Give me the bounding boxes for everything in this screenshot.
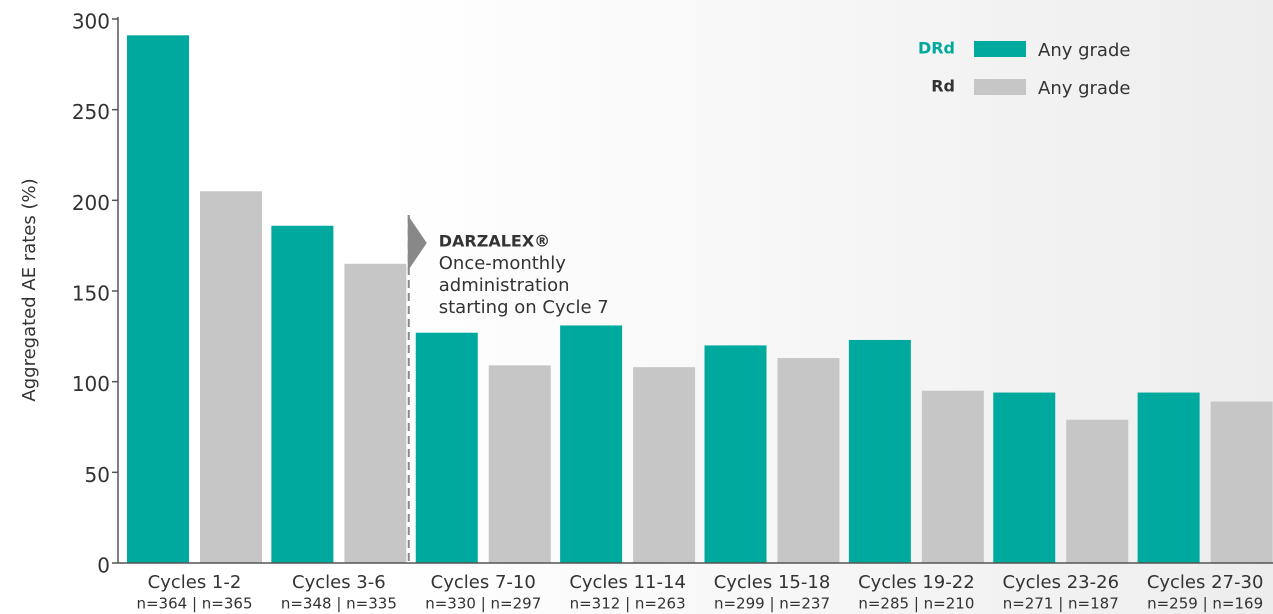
annotation-title: DARZALEX®: [439, 232, 550, 251]
x-tick-sublabel: n=271 | n=187: [1003, 595, 1119, 613]
annotation-text: Once-monthly: [439, 253, 566, 274]
y-tick-label: 0: [97, 554, 110, 578]
bar: [633, 367, 696, 563]
x-tick-label: Cycles 7-10: [431, 572, 536, 593]
legend-name: Rd: [931, 77, 955, 96]
legend-label: Any grade: [1038, 78, 1130, 99]
legend-swatch: [974, 41, 1026, 57]
bar: [921, 390, 984, 563]
x-tick-sublabel: n=299 | n=237: [714, 595, 830, 613]
x-tick-label: Cycles 1-2: [148, 572, 242, 593]
bar: [848, 339, 911, 563]
bar: [127, 35, 189, 563]
bar: [1066, 419, 1129, 563]
x-tick-sublabel: n=285 | n=210: [858, 595, 974, 613]
x-tick-label: Cycles 3-6: [292, 572, 386, 593]
annotation-text: administration: [439, 275, 570, 296]
y-tick-label: 200: [72, 191, 110, 215]
x-tick-sublabel: n=330 | n=297: [425, 595, 541, 613]
legend-label: Any grade: [1038, 40, 1130, 61]
bar: [344, 263, 407, 563]
bar: [200, 191, 262, 563]
x-tick-sublabel: n=259 | n=169: [1147, 595, 1263, 613]
x-tick-label: Cycles 27-30: [1147, 572, 1264, 593]
bar: [1210, 401, 1273, 563]
x-tick-label: Cycles 19-22: [858, 572, 975, 593]
annotation-text: starting on Cycle 7: [439, 297, 609, 318]
bar: [415, 332, 478, 563]
y-tick-label: 250: [72, 100, 110, 124]
x-tick-sublabel: n=312 | n=263: [570, 595, 686, 613]
y-axis-label: Aggregated AE rates (%): [19, 178, 40, 401]
y-tick-label: 50: [85, 463, 110, 487]
bar: [704, 345, 767, 563]
x-tick-label: Cycles 23-26: [1002, 572, 1119, 593]
y-tick-label: 300: [72, 10, 110, 34]
x-tick-sublabel: n=364 | n=365: [136, 595, 252, 613]
x-tick-label: Cycles 15-18: [714, 572, 831, 593]
bar: [488, 365, 551, 563]
legend-name: DRd: [918, 39, 955, 58]
x-tick-label: Cycles 11-14: [569, 572, 686, 593]
y-tick-label: 150: [72, 282, 110, 306]
y-tick-label: 100: [72, 372, 110, 396]
bar: [993, 392, 1056, 563]
bar: [777, 358, 840, 563]
legend-swatch: [974, 79, 1026, 95]
bar: [560, 325, 623, 563]
x-tick-sublabel: n=348 | n=335: [281, 595, 397, 613]
bar: [271, 225, 334, 563]
annotation-arrow: [407, 215, 427, 271]
bar: [1137, 392, 1200, 563]
